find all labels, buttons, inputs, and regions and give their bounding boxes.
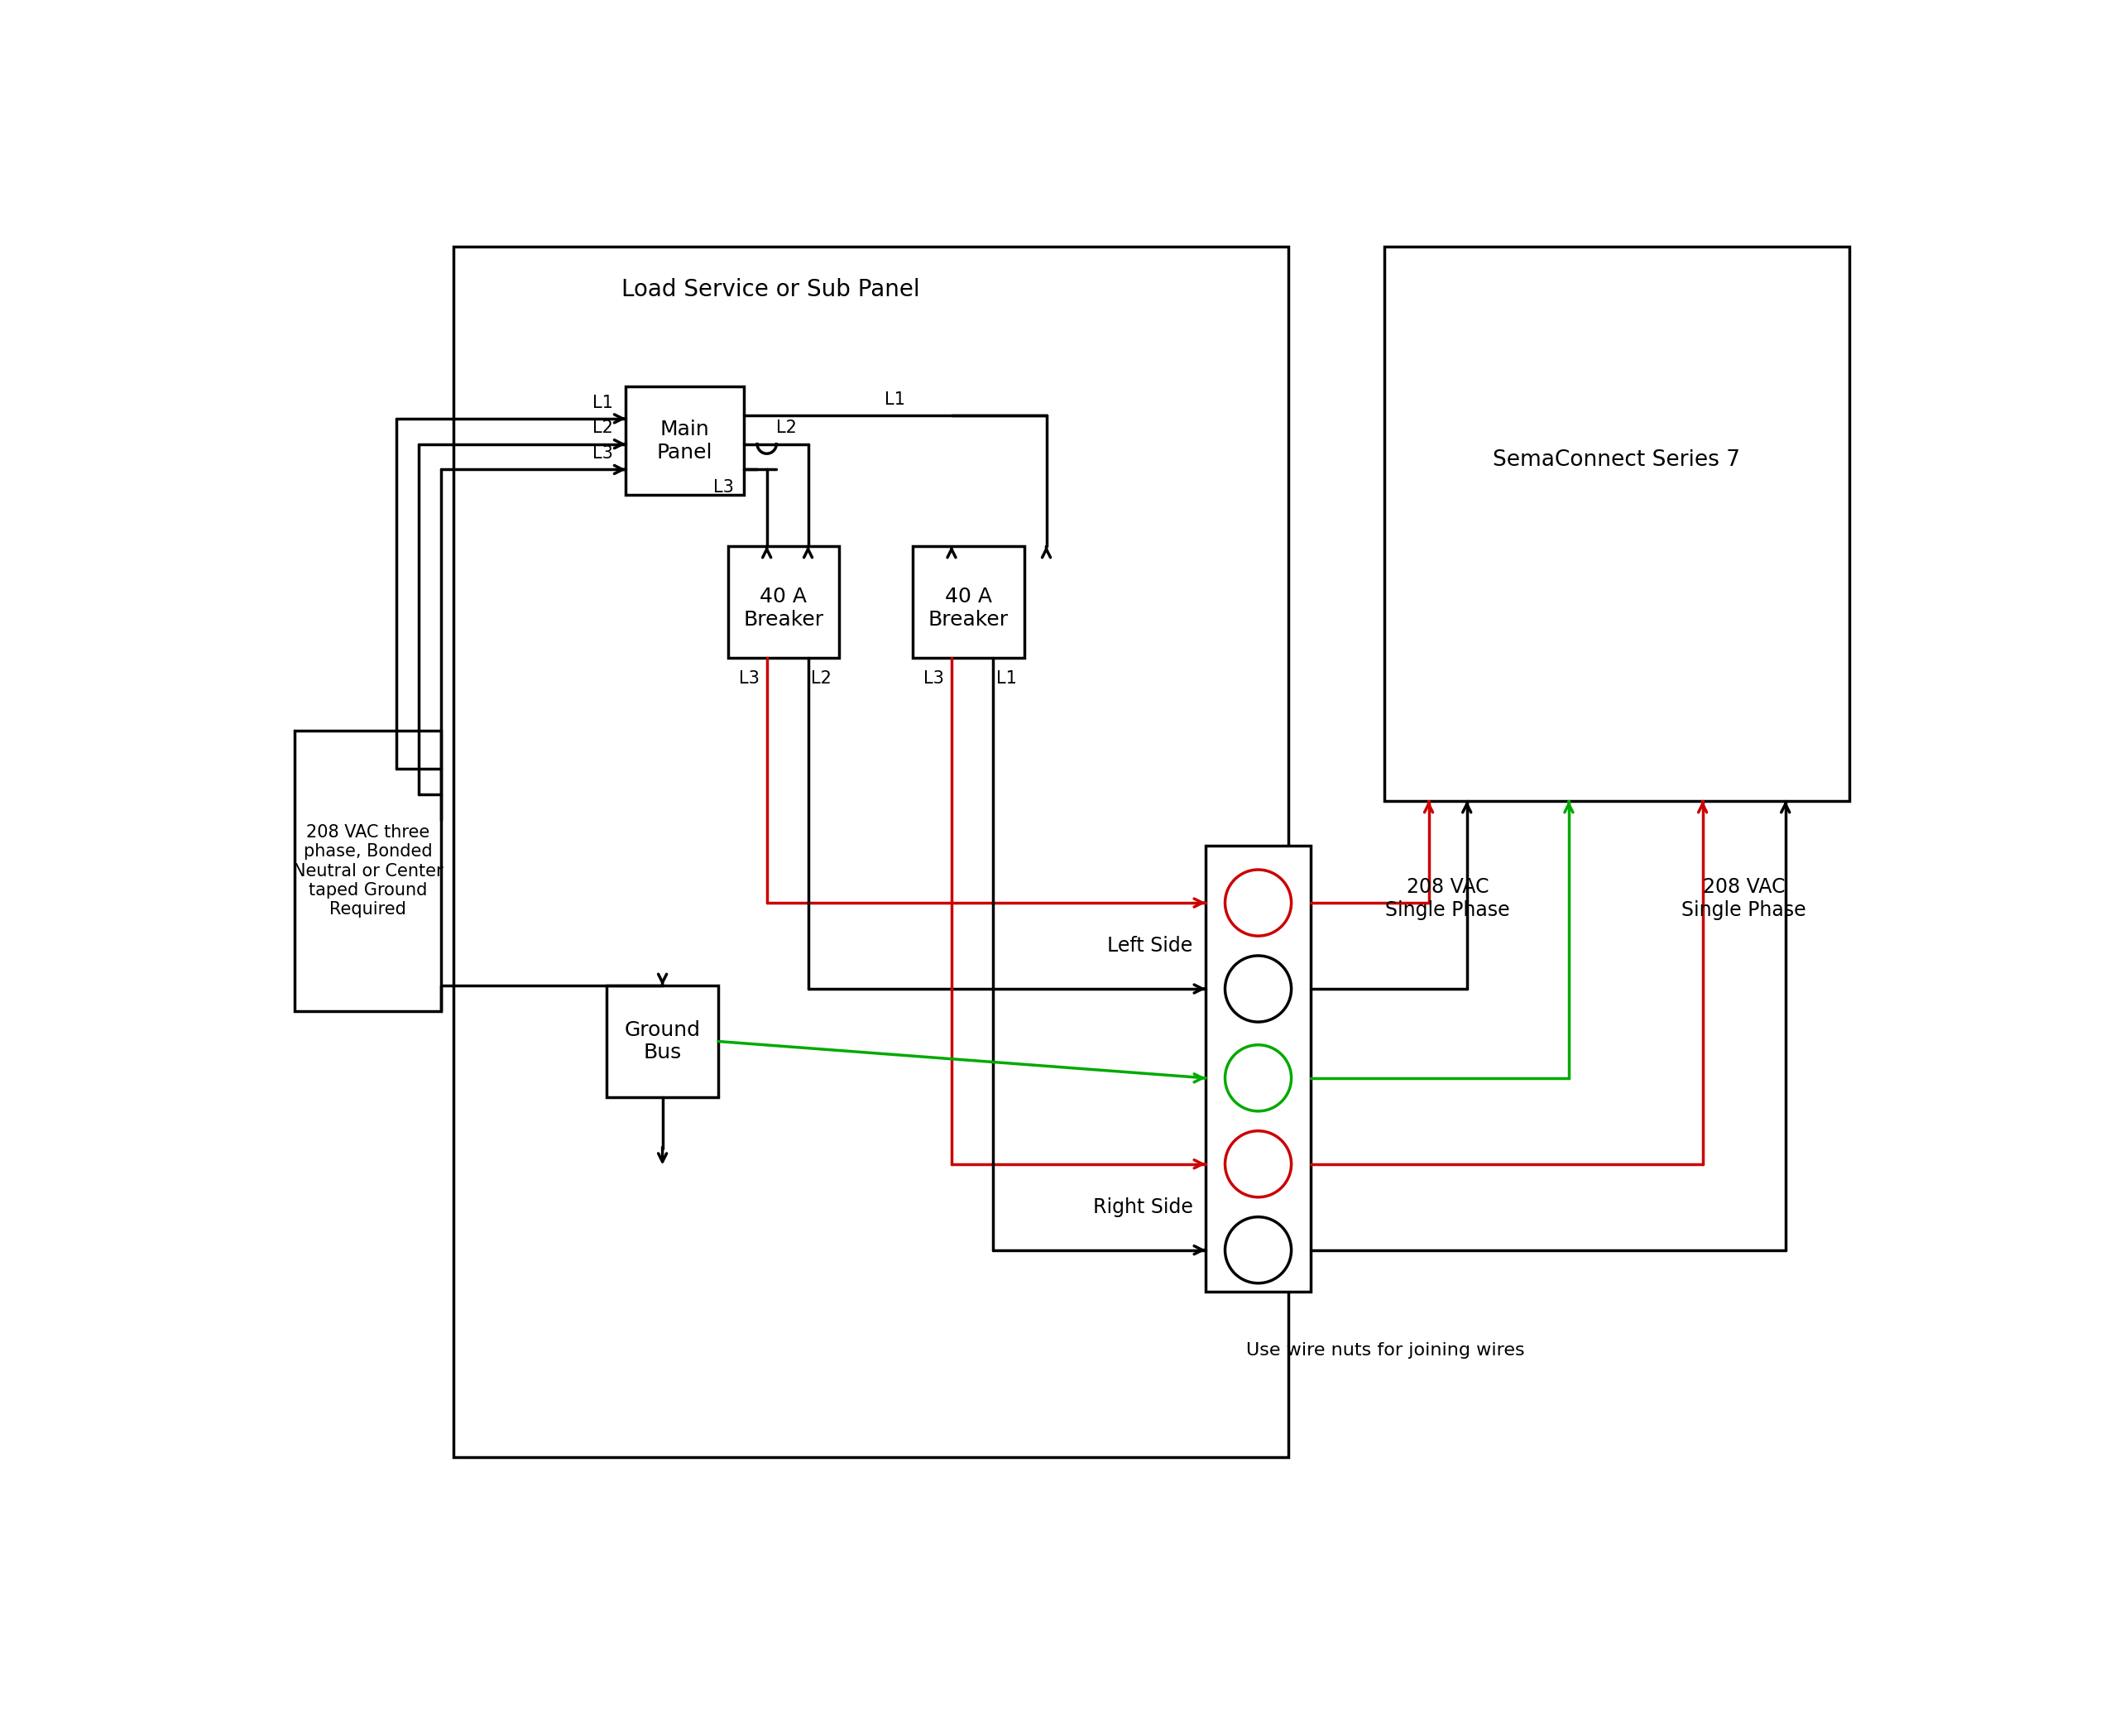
Bar	[295, 731, 441, 1010]
Text: L3: L3	[738, 670, 760, 687]
Circle shape	[1226, 1130, 1291, 1198]
Text: L2: L2	[593, 420, 614, 436]
Circle shape	[1226, 870, 1291, 936]
Text: L1: L1	[593, 394, 614, 411]
Bar	[1384, 247, 1848, 800]
Bar	[454, 247, 1289, 1457]
Text: L1: L1	[884, 391, 905, 408]
Text: Left Side: Left Side	[1108, 936, 1192, 957]
Text: Main
Panel: Main Panel	[656, 420, 713, 462]
Text: Use wire nuts for joining wires: Use wire nuts for joining wires	[1247, 1342, 1526, 1359]
Text: Right Side: Right Side	[1093, 1198, 1192, 1217]
Bar	[728, 547, 840, 658]
Text: 40 A
Breaker: 40 A Breaker	[743, 587, 823, 630]
Circle shape	[1226, 1217, 1291, 1283]
Circle shape	[1226, 1045, 1291, 1111]
Text: 208 VAC three
phase, Bonded
Neutral or Center
taped Ground
Required: 208 VAC three phase, Bonded Neutral or C…	[293, 825, 443, 918]
Text: L3: L3	[593, 446, 614, 462]
Text: 40 A
Breaker: 40 A Breaker	[928, 587, 1009, 630]
Text: 208 VAC
Single Phase: 208 VAC Single Phase	[1386, 877, 1511, 920]
Text: L1: L1	[996, 670, 1017, 687]
Text: L2: L2	[810, 670, 831, 687]
Bar	[1205, 845, 1310, 1292]
Text: L3: L3	[924, 670, 943, 687]
Text: Load Service or Sub Panel: Load Service or Sub Panel	[622, 278, 920, 302]
Bar	[627, 387, 743, 495]
Bar	[912, 547, 1023, 658]
Text: 208 VAC
Single Phase: 208 VAC Single Phase	[1682, 877, 1806, 920]
Text: Ground
Bus: Ground Bus	[625, 1021, 701, 1062]
Bar	[608, 986, 717, 1097]
Text: L3: L3	[713, 479, 734, 496]
Text: SemaConnect Series 7: SemaConnect Series 7	[1494, 450, 1741, 470]
Circle shape	[1226, 957, 1291, 1023]
Text: L2: L2	[776, 420, 798, 436]
